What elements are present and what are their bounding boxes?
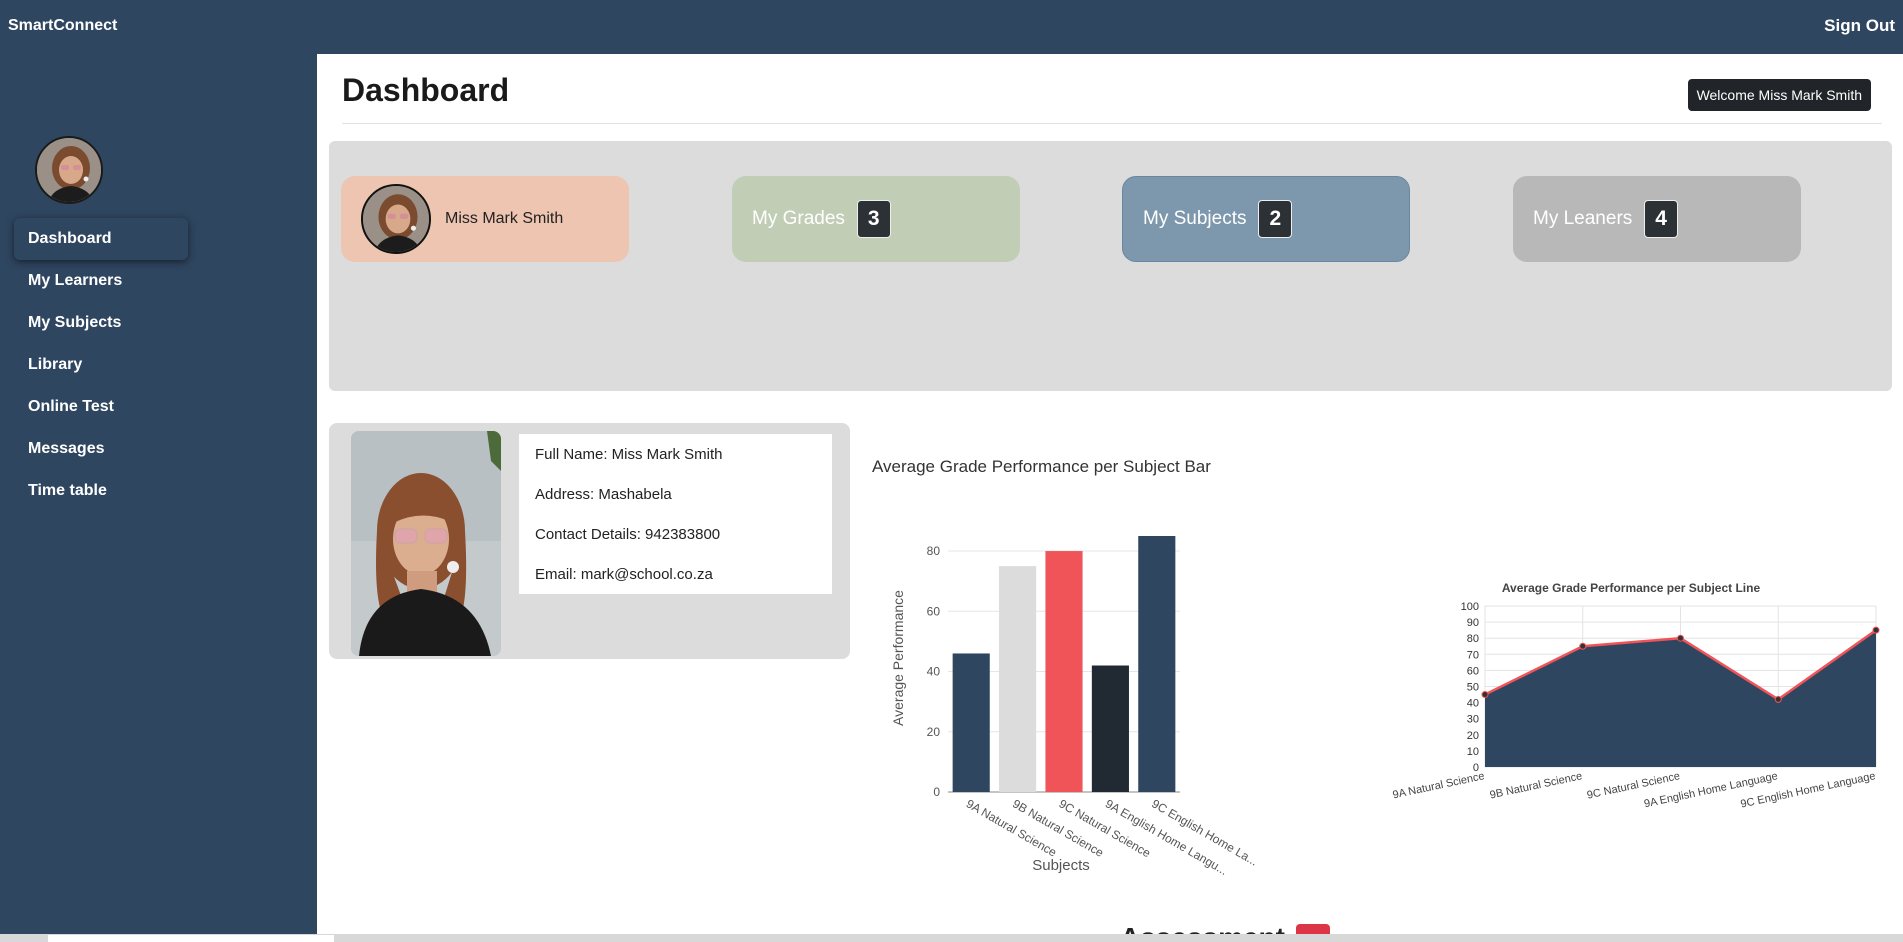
my-grades-label: My Grades [752, 208, 845, 229]
teacher-details: Full Name: Miss Mark Smith Address: Mash… [519, 434, 832, 594]
sidebar-item-messages[interactable]: Messages [28, 440, 105, 457]
bar-chart-y-tick-label: 40 [927, 665, 941, 679]
line-chart-y-tick-label: 70 [1467, 649, 1479, 661]
sidebar-item-my-learners[interactable]: My Learners [28, 272, 123, 289]
bar-chart-bar[interactable] [952, 653, 990, 792]
my-learners-count-badge: 4 [1644, 200, 1678, 238]
sidebar-nav: Dashboard My Learners My Subjects Librar… [14, 218, 314, 512]
line-chart-y-tick-label: 90 [1467, 617, 1479, 629]
sidebar-item-online-test[interactable]: Online Test [28, 398, 114, 415]
bar-chart-bar[interactable] [1138, 536, 1176, 792]
profile-name: Miss Mark Smith [445, 210, 564, 227]
line-chart-y-tick-label: 50 [1467, 682, 1479, 694]
line-chart-point[interactable] [1677, 634, 1684, 642]
sidebar: Dashboard My Learners My Subjects Librar… [0, 54, 317, 942]
line-chart-x-tick-label: 9A Natural Science [1392, 770, 1486, 801]
line-chart-y-tick-label: 20 [1467, 730, 1479, 742]
bar-chart-y-tick-label: 20 [927, 725, 941, 739]
line-chart-y-tick-label: 0 [1473, 762, 1479, 774]
sidebar-item-dashboard[interactable]: Dashboard [14, 218, 188, 260]
sidebar-item-my-subjects[interactable]: My Subjects [28, 314, 122, 331]
teacher-info-card: Full Name: Miss Mark Smith Address: Mash… [329, 423, 850, 659]
sidebar-avatar [35, 136, 103, 204]
line-chart-y-tick-label: 100 [1461, 601, 1479, 613]
stats-panel: Miss Mark Smith My Grades 3 My Subjects … [329, 141, 1892, 391]
bar-chart-bar[interactable] [1045, 551, 1083, 792]
bar-chart-y-tick-label: 80 [927, 544, 941, 558]
sign-out-link[interactable]: Sign Out [1824, 16, 1895, 35]
brand-logo[interactable]: SmartConnect [8, 17, 118, 34]
line-chart-x-tick-label: 9B Natural Science [1489, 770, 1584, 801]
my-learners-card[interactable]: My Leaners 4 [1513, 176, 1801, 262]
my-grades-card[interactable]: My Grades 3 [732, 176, 1020, 262]
bar-chart-title: Average Grade Performance per Subject Ba… [872, 457, 1211, 476]
line-chart-y-tick-label: 30 [1467, 714, 1479, 726]
line-chart-point[interactable] [1481, 691, 1489, 699]
bottom-bar-field [48, 935, 334, 942]
contact-text: Contact Details: 942383800 [535, 526, 721, 543]
line-chart-point[interactable] [1774, 695, 1782, 703]
bar-chart-y-tick-label: 60 [927, 604, 941, 618]
sidebar-item-library[interactable]: Library [28, 356, 83, 373]
my-grades-count-badge: 3 [856, 200, 891, 238]
line-chart: Average Grade Performance per Subject Li… [1392, 581, 1880, 811]
line-chart-point[interactable] [1872, 626, 1880, 634]
bar-chart-y-axis-label: Average Performance [890, 590, 906, 726]
line-chart-y-tick-label: 40 [1467, 698, 1479, 710]
address-text: Address: Mashabela [535, 486, 672, 503]
line-chart-point[interactable] [1579, 642, 1587, 650]
my-subjects-card[interactable]: My Subjects 2 [1122, 176, 1410, 262]
my-subjects-count-badge: 2 [1258, 200, 1293, 238]
bar-chart-bar[interactable] [1091, 665, 1129, 792]
sidebar-item-time-table[interactable]: Time table [28, 482, 107, 499]
line-chart-title: Average Grade Performance per Subject Li… [1502, 581, 1761, 595]
teacher-photo [351, 431, 501, 656]
top-navbar: SmartConnect Sign Out [0, 0, 1903, 54]
title-divider [342, 123, 1882, 124]
line-chart-y-tick-label: 80 [1467, 633, 1479, 645]
profile-avatar [361, 184, 431, 254]
email-text: Email: mark@school.co.za [535, 566, 713, 583]
my-subjects-label: My Subjects [1143, 208, 1247, 229]
bar-chart-bar[interactable] [999, 566, 1037, 792]
profile-card[interactable]: Miss Mark Smith [341, 176, 629, 262]
bar-chart-x-axis-label: Subjects [1032, 857, 1090, 874]
welcome-badge: Welcome Miss Mark Smith [1687, 79, 1871, 111]
my-learners-label: My Leaners [1533, 208, 1633, 229]
full-name-text: Full Name: Miss Mark Smith [535, 446, 723, 463]
bar-chart-y-tick-label: 0 [933, 785, 940, 799]
line-chart-y-tick-label: 60 [1467, 665, 1479, 677]
page-title: Dashboard [342, 72, 510, 108]
line-chart-area [1485, 630, 1876, 767]
bottom-scrollbar[interactable] [0, 934, 1903, 942]
line-chart-y-tick-label: 10 [1467, 746, 1479, 758]
